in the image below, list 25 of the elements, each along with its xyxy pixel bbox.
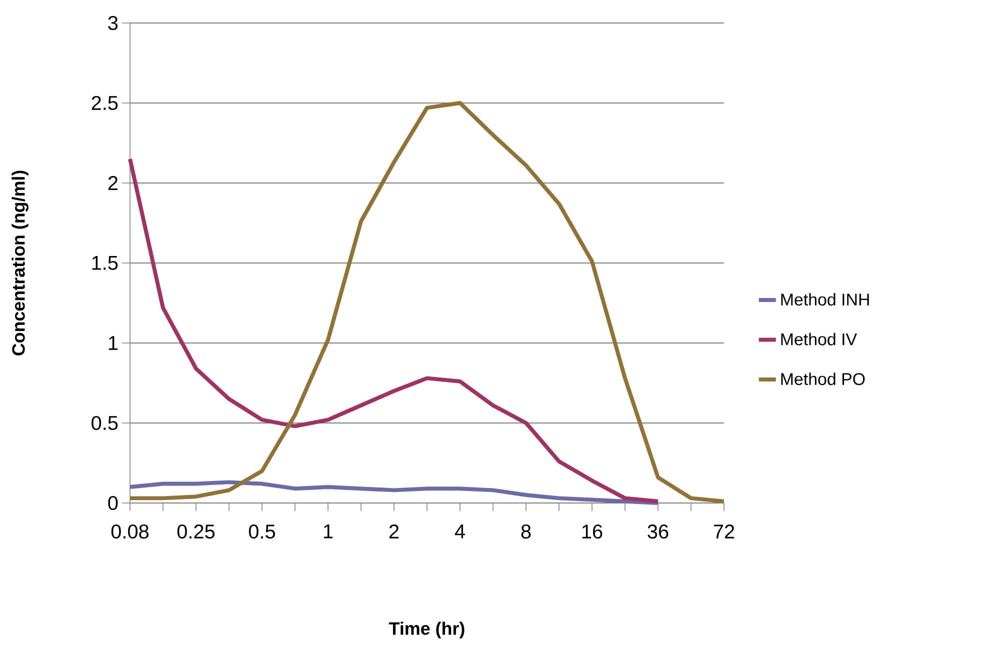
y-tick-label: 0.5 (92, 416, 118, 430)
legend-label: Method PO (781, 372, 865, 386)
y-tick-label: 0 (108, 496, 118, 510)
y-tick-label: 3 (108, 16, 118, 30)
x-tick-label: 0.25 (177, 524, 215, 539)
y-tick-label: 2 (108, 176, 118, 190)
y-tick-label: 2.5 (92, 96, 118, 110)
x-tick-label: 36 (648, 524, 668, 539)
x-axis-title: Time (hr) (389, 622, 464, 638)
y-tick-label: 1.5 (92, 256, 118, 270)
x-tick-label: 2 (389, 524, 399, 538)
x-tick-label: 8 (521, 524, 531, 539)
x-tick-label: 1 (324, 524, 333, 538)
line-series (128, 100, 726, 504)
legend-label: Method IV (781, 332, 857, 346)
y-axis-title: Concentration (ng/ml) (12, 170, 28, 356)
legend-label: Method INH (781, 293, 869, 306)
x-tick-label: 4 (454, 524, 465, 538)
x-tick-label: 72 (714, 524, 734, 538)
x-tick-label: 0.08 (111, 524, 149, 539)
line-series (128, 156, 660, 504)
line-series (128, 480, 660, 505)
y-tick-label: 1 (108, 336, 118, 350)
x-tick-label: 16 (582, 524, 602, 539)
x-tick-label: 0.5 (248, 524, 276, 539)
